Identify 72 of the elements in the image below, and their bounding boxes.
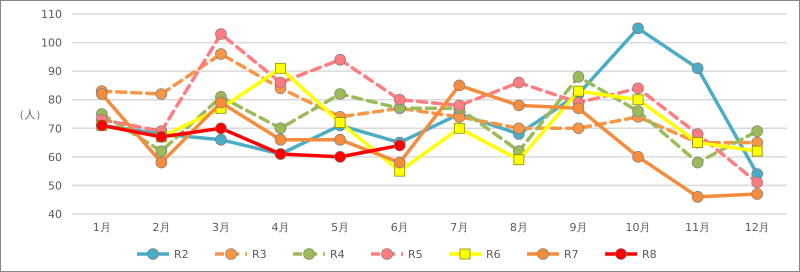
legend-label: R2 (174, 248, 189, 261)
point (394, 140, 406, 152)
point (215, 28, 227, 40)
point (632, 22, 644, 34)
point (215, 134, 227, 146)
point (334, 117, 346, 128)
point (632, 82, 644, 94)
legend-label: R5 (408, 248, 423, 261)
legend-label: R8 (642, 248, 657, 261)
x-tick-label: 6月 (390, 221, 409, 234)
x-tick-label: 3月 (212, 221, 230, 234)
point (454, 122, 465, 134)
point (156, 156, 168, 168)
x-tick-label: 4月 (272, 221, 290, 234)
point (751, 125, 764, 137)
y-tick-label: 60 (48, 150, 62, 164)
x-tick-label: 9月 (569, 221, 588, 234)
point (453, 100, 466, 112)
point (334, 134, 346, 146)
point (453, 80, 466, 92)
point (156, 88, 168, 100)
x-tick-label: 8月 (510, 221, 528, 234)
point (572, 71, 584, 83)
point (752, 146, 763, 157)
x-tick-label: 10月 (626, 221, 651, 234)
point (274, 122, 286, 134)
point (274, 76, 286, 88)
point (274, 134, 286, 146)
y-tick-label: 100 (41, 36, 62, 50)
point (572, 102, 584, 114)
x-tick-label: 5月 (331, 221, 350, 234)
point (215, 122, 227, 134)
point (215, 96, 227, 108)
y-axis-title: （人） (14, 108, 46, 121)
point (692, 62, 704, 74)
y-tick-label: 110 (41, 8, 62, 21)
point (96, 88, 108, 100)
x-tick-label: 1月 (92, 221, 111, 234)
x-tick-label: 2月 (152, 221, 170, 234)
y-tick-label: 80 (48, 94, 62, 107)
y-tick-label: 90 (48, 65, 62, 78)
x-tick-label: 12月 (744, 221, 770, 234)
point (632, 105, 644, 117)
point (751, 188, 764, 200)
point (632, 94, 644, 106)
point (513, 100, 525, 112)
legend-label: R6 (486, 248, 501, 261)
point (334, 88, 346, 100)
legend-label: R7 (564, 248, 579, 261)
point (215, 48, 227, 60)
y-tick-label: 40 (48, 208, 62, 221)
point (692, 191, 704, 203)
x-tick-label: 7月 (450, 221, 468, 234)
point (156, 145, 168, 157)
point (632, 151, 644, 163)
point (692, 156, 704, 168)
point (513, 122, 525, 134)
y-tick-label: 70 (48, 122, 62, 136)
point (751, 176, 764, 188)
legend-label: R3 (252, 248, 267, 261)
point (275, 62, 286, 74)
x-tick-label: 11月 (685, 221, 710, 234)
point (394, 94, 406, 106)
point (334, 54, 346, 66)
point (334, 151, 346, 163)
legend-label: R4 (330, 248, 345, 261)
point (513, 154, 524, 166)
point (394, 156, 406, 168)
point (573, 86, 584, 97)
y-tick-label: 50 (48, 179, 62, 192)
point (572, 122, 584, 134)
point (513, 76, 525, 88)
